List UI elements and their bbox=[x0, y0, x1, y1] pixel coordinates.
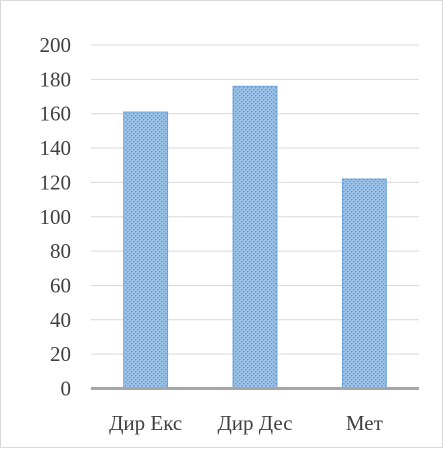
x-category-label: Дир Екс bbox=[109, 411, 182, 435]
bar bbox=[123, 111, 169, 389]
y-tick-label: 180 bbox=[40, 67, 72, 91]
bar bbox=[341, 178, 387, 389]
y-tick-label: 200 bbox=[40, 33, 72, 57]
y-tick-label: 0 bbox=[61, 377, 72, 401]
y-tick-label: 100 bbox=[40, 205, 72, 229]
y-tick-label: 140 bbox=[40, 136, 72, 160]
y-tick-label: 40 bbox=[50, 308, 71, 332]
y-axis-tick-labels: 0 20 40 60 80 100 120 140 160 180 200 bbox=[40, 33, 72, 401]
y-tick-label: 60 bbox=[50, 273, 71, 297]
y-tick-label: 160 bbox=[40, 102, 72, 126]
y-tick-label: 20 bbox=[50, 342, 71, 366]
y-tick-label: 80 bbox=[50, 239, 71, 263]
bars bbox=[123, 85, 387, 389]
x-category-label: Дир Дес bbox=[217, 411, 292, 435]
x-axis-category-labels: Дир Екс Дир Дес Мет bbox=[109, 411, 383, 435]
y-tick-label: 120 bbox=[40, 170, 72, 194]
bar bbox=[232, 85, 278, 389]
x-category-label: Мет bbox=[346, 411, 383, 435]
